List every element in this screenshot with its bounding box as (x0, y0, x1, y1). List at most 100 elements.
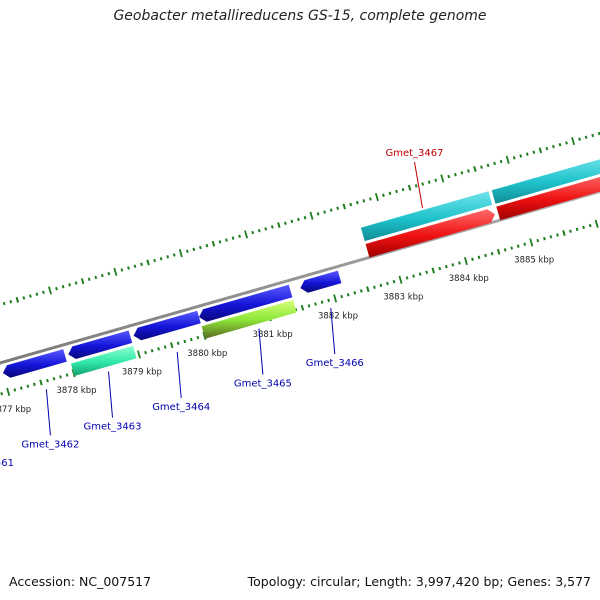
forward-ruler-tick (80, 278, 85, 285)
forward-ruler-tick (571, 136, 576, 146)
forward-ruler-tick (2, 301, 6, 306)
gene-leader-line (108, 371, 113, 418)
forward-ruler-tick (309, 211, 314, 220)
reverse-ruler-tick (549, 235, 553, 239)
forward-ruler-tick (480, 165, 483, 169)
forward-ruler-tick (48, 286, 52, 295)
forward-ruler-tick (251, 230, 255, 235)
reverse-ruler-tick (150, 349, 154, 353)
forward-gene-feature (365, 209, 495, 258)
forward-ruler-tick (329, 208, 333, 212)
forward-ruler-tick (192, 247, 196, 252)
forward-ruler-tick (133, 264, 137, 268)
forward-ruler-tick (467, 169, 470, 173)
gene-leader-line (330, 307, 336, 355)
reverse-ruler-tick (458, 261, 461, 265)
forward-ruler-tick (505, 155, 510, 164)
reverse-ruler-tick (196, 335, 200, 340)
reverse-ruler-tick (6, 387, 11, 396)
forward-ruler-tick (323, 210, 326, 214)
forward-ruler-tick (512, 156, 516, 160)
forward-ruler-tick (316, 212, 320, 216)
forward-ruler-tick (440, 174, 445, 183)
reverse-ruler-tick (157, 347, 160, 351)
forward-cds-feature (491, 159, 600, 204)
forward-ruler-tick (199, 245, 202, 250)
forward-ruler-tick (584, 135, 588, 139)
forward-ruler-tick (68, 283, 71, 287)
forward-ruler-tick (382, 193, 385, 197)
forward-ruler-tick (427, 180, 431, 184)
reverse-ruler-tick (13, 388, 17, 392)
reverse-ruler-tick (144, 350, 147, 355)
forward-ruler-tick (493, 161, 496, 166)
gene-label-gmet-3461: Gmet_3461 (0, 458, 14, 469)
forward-ruler-tick (342, 203, 346, 210)
reverse-rna-feature (70, 345, 137, 376)
forward-ruler-tick (303, 215, 307, 220)
forward-gene-feature (496, 176, 600, 221)
forward-ruler-tick (211, 240, 216, 247)
ruler-label: 3883 kbp (383, 293, 423, 303)
reverse-ruler-tick (510, 246, 514, 250)
reverse-ruler-tick (359, 289, 363, 293)
reverse-ruler-tick (366, 286, 370, 293)
reverse-ruler-tick (52, 377, 56, 381)
reverse-ruler-tick (300, 304, 305, 311)
forward-ruler-tick (107, 271, 111, 276)
ruler-label: 3881 kbp (253, 330, 293, 340)
forward-ruler-tick (159, 257, 163, 261)
reverse-ruler-tick (19, 386, 23, 390)
reverse-ruler-tick (471, 257, 474, 261)
forward-ruler-tick (473, 166, 477, 172)
reverse-ruler-tick (314, 302, 317, 306)
reverse-ruler-tick (575, 227, 579, 232)
reverse-ruler-tick (327, 298, 330, 303)
forward-ruler-tick (100, 273, 104, 278)
forward-ruler-tick (284, 221, 287, 225)
forward-ruler-tick (74, 281, 78, 285)
forward-ruler-tick (395, 189, 398, 194)
reverse-ruler-tick (536, 238, 540, 243)
reverse-ruler-tick (451, 263, 455, 267)
reverse-ruler-tick (412, 274, 415, 278)
reverse-ruler-tick (477, 255, 481, 260)
forward-ruler-tick (225, 238, 228, 242)
reverse-ruler-tick (137, 350, 141, 359)
reverse-ruler-tick (463, 256, 468, 266)
forward-ruler-tick (94, 275, 98, 280)
ruler-label: 3884 kbp (449, 274, 489, 284)
reverse-ruler-tick (405, 276, 409, 280)
reverse-ruler-tick (569, 229, 572, 233)
forward-ruler-tick (434, 178, 438, 182)
tick-layer: 3877 kbp 3878 kbp 3879 kbp 3880 kbp 3881 kbp… (0, 131, 600, 415)
forward-ruler-tick (140, 262, 143, 267)
forward-ruler-tick (388, 191, 392, 196)
forward-ruler-tick (9, 299, 13, 304)
forward-ruler-tick (297, 217, 300, 222)
forward-ruler-tick (565, 141, 568, 145)
backbone-layer (0, 190, 600, 365)
forward-ruler-tick (362, 199, 366, 203)
reverse-ruler-tick (444, 264, 448, 269)
reverse-ruler-tick (594, 219, 599, 228)
forward-ruler-tick (15, 296, 20, 303)
forward-ruler-tick (460, 171, 464, 175)
reverse-ruler-tick (392, 279, 396, 284)
reverse-ruler-tick (0, 392, 4, 396)
forward-ruler-tick (407, 184, 412, 191)
forward-ruler-tick (578, 137, 581, 141)
gene-leader-line (176, 351, 182, 398)
gene-label-gmet-3462: Gmet_3462 (21, 439, 79, 450)
reverse-ruler-tick (46, 378, 49, 383)
forward-ruler-tick (35, 292, 39, 296)
forward-ruler-tick (270, 225, 274, 229)
reverse-gene-feature (2, 349, 67, 378)
forward-ruler-tick (153, 258, 156, 263)
reverse-ruler-tick (398, 275, 403, 284)
reverse-ruler-tick (431, 267, 435, 274)
forward-ruler-tick (61, 285, 65, 289)
reverse-ruler-tick (490, 251, 494, 256)
reverse-ruler-tick (425, 270, 429, 274)
gene-label-gmet-3465: Gmet_3465 (234, 379, 292, 390)
